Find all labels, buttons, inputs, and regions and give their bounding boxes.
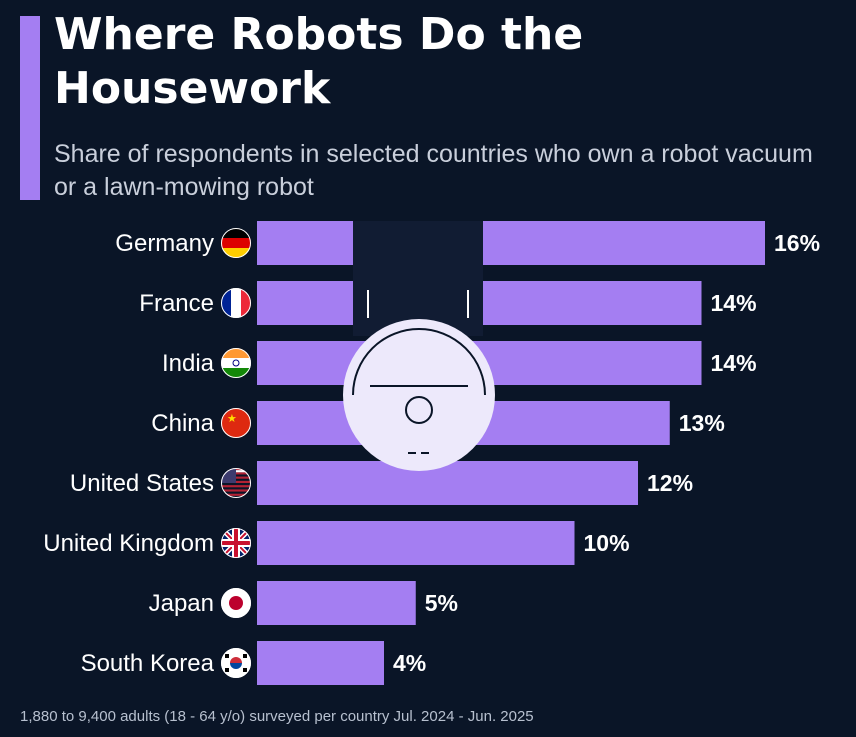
bar xyxy=(257,521,575,565)
data-label: 12% xyxy=(647,470,693,496)
robot-vacuum-icon xyxy=(343,221,495,471)
chart-title: Where Robots Do the Housework xyxy=(54,9,584,114)
category-label: Germany xyxy=(115,230,214,257)
svg-text:★: ★ xyxy=(227,412,237,425)
title-accent-bar xyxy=(20,16,40,200)
data-label: 14% xyxy=(711,290,757,316)
category-label: Japan xyxy=(149,590,214,617)
bar xyxy=(257,641,384,685)
category-label: India xyxy=(162,350,215,377)
category-label: South Korea xyxy=(81,650,215,677)
bar-row: United Kingdom 10% xyxy=(43,521,630,565)
flag-france-icon xyxy=(221,288,251,318)
data-label: 4% xyxy=(393,650,426,676)
data-label: 16% xyxy=(774,230,820,256)
flag-china-icon: ★ xyxy=(221,408,251,438)
flag-india-icon xyxy=(221,348,251,378)
flag-south-korea-icon xyxy=(221,648,251,678)
flag-united-kingdom-icon xyxy=(221,528,251,558)
footnote: 1,880 to 9,400 adults (18 - 64 y/o) surv… xyxy=(20,708,534,725)
bar-row: United States 12% xyxy=(70,461,693,505)
category-label: France xyxy=(139,290,214,317)
category-label: China xyxy=(151,410,214,437)
bar-row: South Korea 4% xyxy=(81,641,426,685)
flag-united-states-icon xyxy=(221,468,251,498)
data-label: 10% xyxy=(584,530,630,556)
bar-row: Germany 16% xyxy=(115,221,820,265)
bar-row: Japan 5% xyxy=(149,581,458,625)
data-label: 5% xyxy=(425,590,458,616)
data-label: 14% xyxy=(711,350,757,376)
bar xyxy=(257,581,416,625)
bar xyxy=(257,221,765,265)
data-label: 13% xyxy=(679,410,725,436)
category-label: United Kingdom xyxy=(43,530,214,557)
bar xyxy=(257,461,638,505)
flag-germany-icon xyxy=(221,228,251,258)
flag-japan-icon xyxy=(221,588,251,618)
category-label: United States xyxy=(70,470,214,497)
chart-subtitle: Share of respondents in selected countri… xyxy=(54,140,813,201)
